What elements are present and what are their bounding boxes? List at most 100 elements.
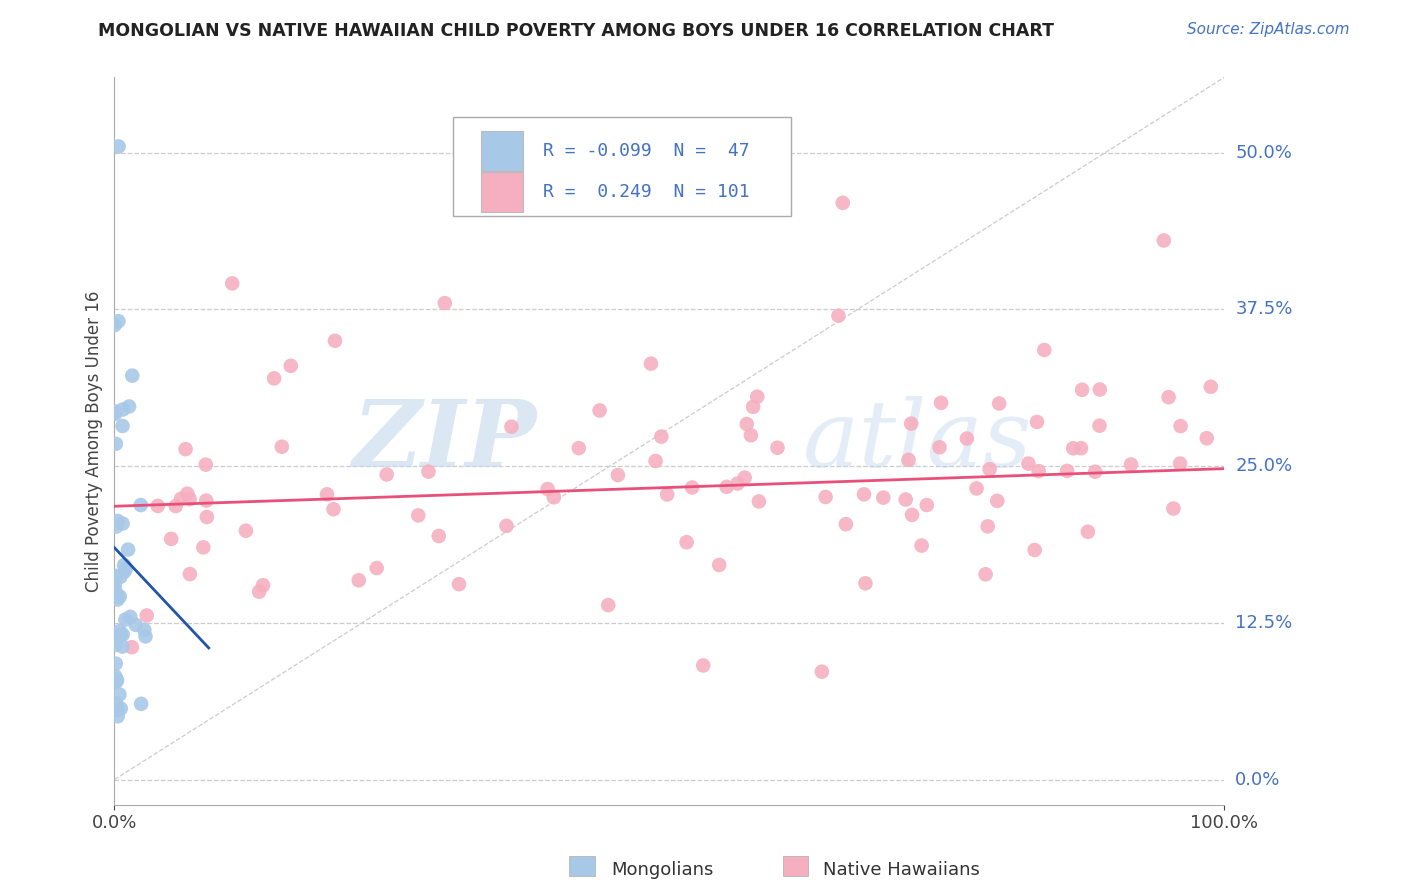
Point — [709, 558, 731, 572]
Point — [111, 402, 134, 417]
Point — [406, 508, 429, 523]
Text: R = -0.099  N =  47: R = -0.099 N = 47 — [543, 143, 749, 161]
Point — [1070, 441, 1092, 455]
Point — [176, 486, 198, 500]
Point — [110, 570, 132, 584]
Point — [1199, 380, 1222, 394]
Point — [263, 371, 285, 385]
Point — [910, 539, 932, 553]
Point — [115, 561, 138, 575]
Point — [114, 565, 136, 579]
Text: MONGOLIAN VS NATIVE HAWAIIAN CHILD POVERTY AMONG BOYS UNDER 16 CORRELATION CHART: MONGOLIAN VS NATIVE HAWAIIAN CHILD POVER… — [98, 22, 1054, 40]
Point — [375, 467, 398, 482]
Point — [966, 482, 988, 496]
Point — [104, 582, 127, 597]
Point — [1163, 501, 1185, 516]
Point — [104, 318, 127, 333]
Point — [107, 709, 129, 723]
Point — [747, 390, 769, 404]
Point — [1195, 431, 1218, 445]
Bar — [481, 171, 523, 211]
FancyBboxPatch shape — [453, 118, 792, 216]
Point — [107, 588, 129, 602]
Point — [105, 697, 128, 711]
Point — [120, 609, 142, 624]
Point — [915, 498, 938, 512]
Point — [814, 490, 837, 504]
Point — [121, 368, 143, 383]
Bar — [569, 856, 595, 876]
Point — [105, 673, 128, 687]
Point — [118, 400, 141, 414]
Point — [827, 309, 849, 323]
Point — [121, 640, 143, 655]
Point — [427, 529, 450, 543]
Point — [221, 277, 243, 291]
Point — [108, 590, 131, 604]
Point — [111, 419, 134, 434]
Point — [979, 462, 1001, 476]
Point — [974, 567, 997, 582]
Point — [675, 535, 697, 549]
Point — [107, 314, 129, 328]
Point — [588, 403, 610, 417]
Point — [1071, 383, 1094, 397]
Point — [727, 476, 749, 491]
Text: Source: ZipAtlas.com: Source: ZipAtlas.com — [1187, 22, 1350, 37]
Point — [252, 578, 274, 592]
Point — [1077, 524, 1099, 539]
Point — [134, 629, 156, 643]
Point — [322, 502, 344, 516]
Point — [418, 465, 440, 479]
Point — [901, 508, 924, 522]
Text: 25.0%: 25.0% — [1236, 457, 1292, 475]
Point — [105, 674, 128, 689]
Point — [852, 487, 875, 501]
Point — [108, 688, 131, 702]
Point — [735, 417, 758, 431]
Point — [447, 577, 470, 591]
Point — [1157, 390, 1180, 404]
Point — [811, 665, 834, 679]
Text: Native Hawaiians: Native Hawaiians — [823, 861, 980, 879]
Point — [104, 577, 127, 591]
Point — [988, 396, 1011, 410]
Point — [111, 640, 134, 654]
Point — [165, 499, 187, 513]
Point — [366, 561, 388, 575]
Point — [831, 195, 853, 210]
Point — [1056, 464, 1078, 478]
Point — [1062, 442, 1084, 456]
Point — [748, 494, 770, 508]
Point — [193, 541, 215, 555]
Point — [894, 492, 917, 507]
Text: 12.5%: 12.5% — [1236, 614, 1292, 632]
Point — [104, 404, 127, 418]
Point — [104, 407, 127, 421]
Point — [900, 417, 922, 431]
Point — [897, 452, 920, 467]
Point — [316, 487, 339, 501]
Point — [872, 491, 894, 505]
Text: 37.5%: 37.5% — [1236, 301, 1292, 318]
Point — [104, 437, 127, 451]
Point — [104, 638, 127, 652]
Point — [734, 470, 756, 484]
Point — [681, 481, 703, 495]
Point — [640, 357, 662, 371]
Point — [105, 519, 128, 533]
Point — [1084, 465, 1107, 479]
Point — [742, 400, 765, 414]
Point — [1024, 543, 1046, 558]
Point — [129, 697, 152, 711]
Point — [740, 428, 762, 442]
Point — [606, 468, 628, 483]
Point — [174, 442, 197, 457]
Point — [543, 490, 565, 504]
Point — [194, 458, 217, 472]
Point — [657, 487, 679, 501]
Point — [928, 440, 950, 454]
Point — [929, 396, 952, 410]
Text: R =  0.249  N = 101: R = 0.249 N = 101 — [543, 183, 749, 201]
Y-axis label: Child Poverty Among Boys Under 16: Child Poverty Among Boys Under 16 — [86, 291, 103, 591]
